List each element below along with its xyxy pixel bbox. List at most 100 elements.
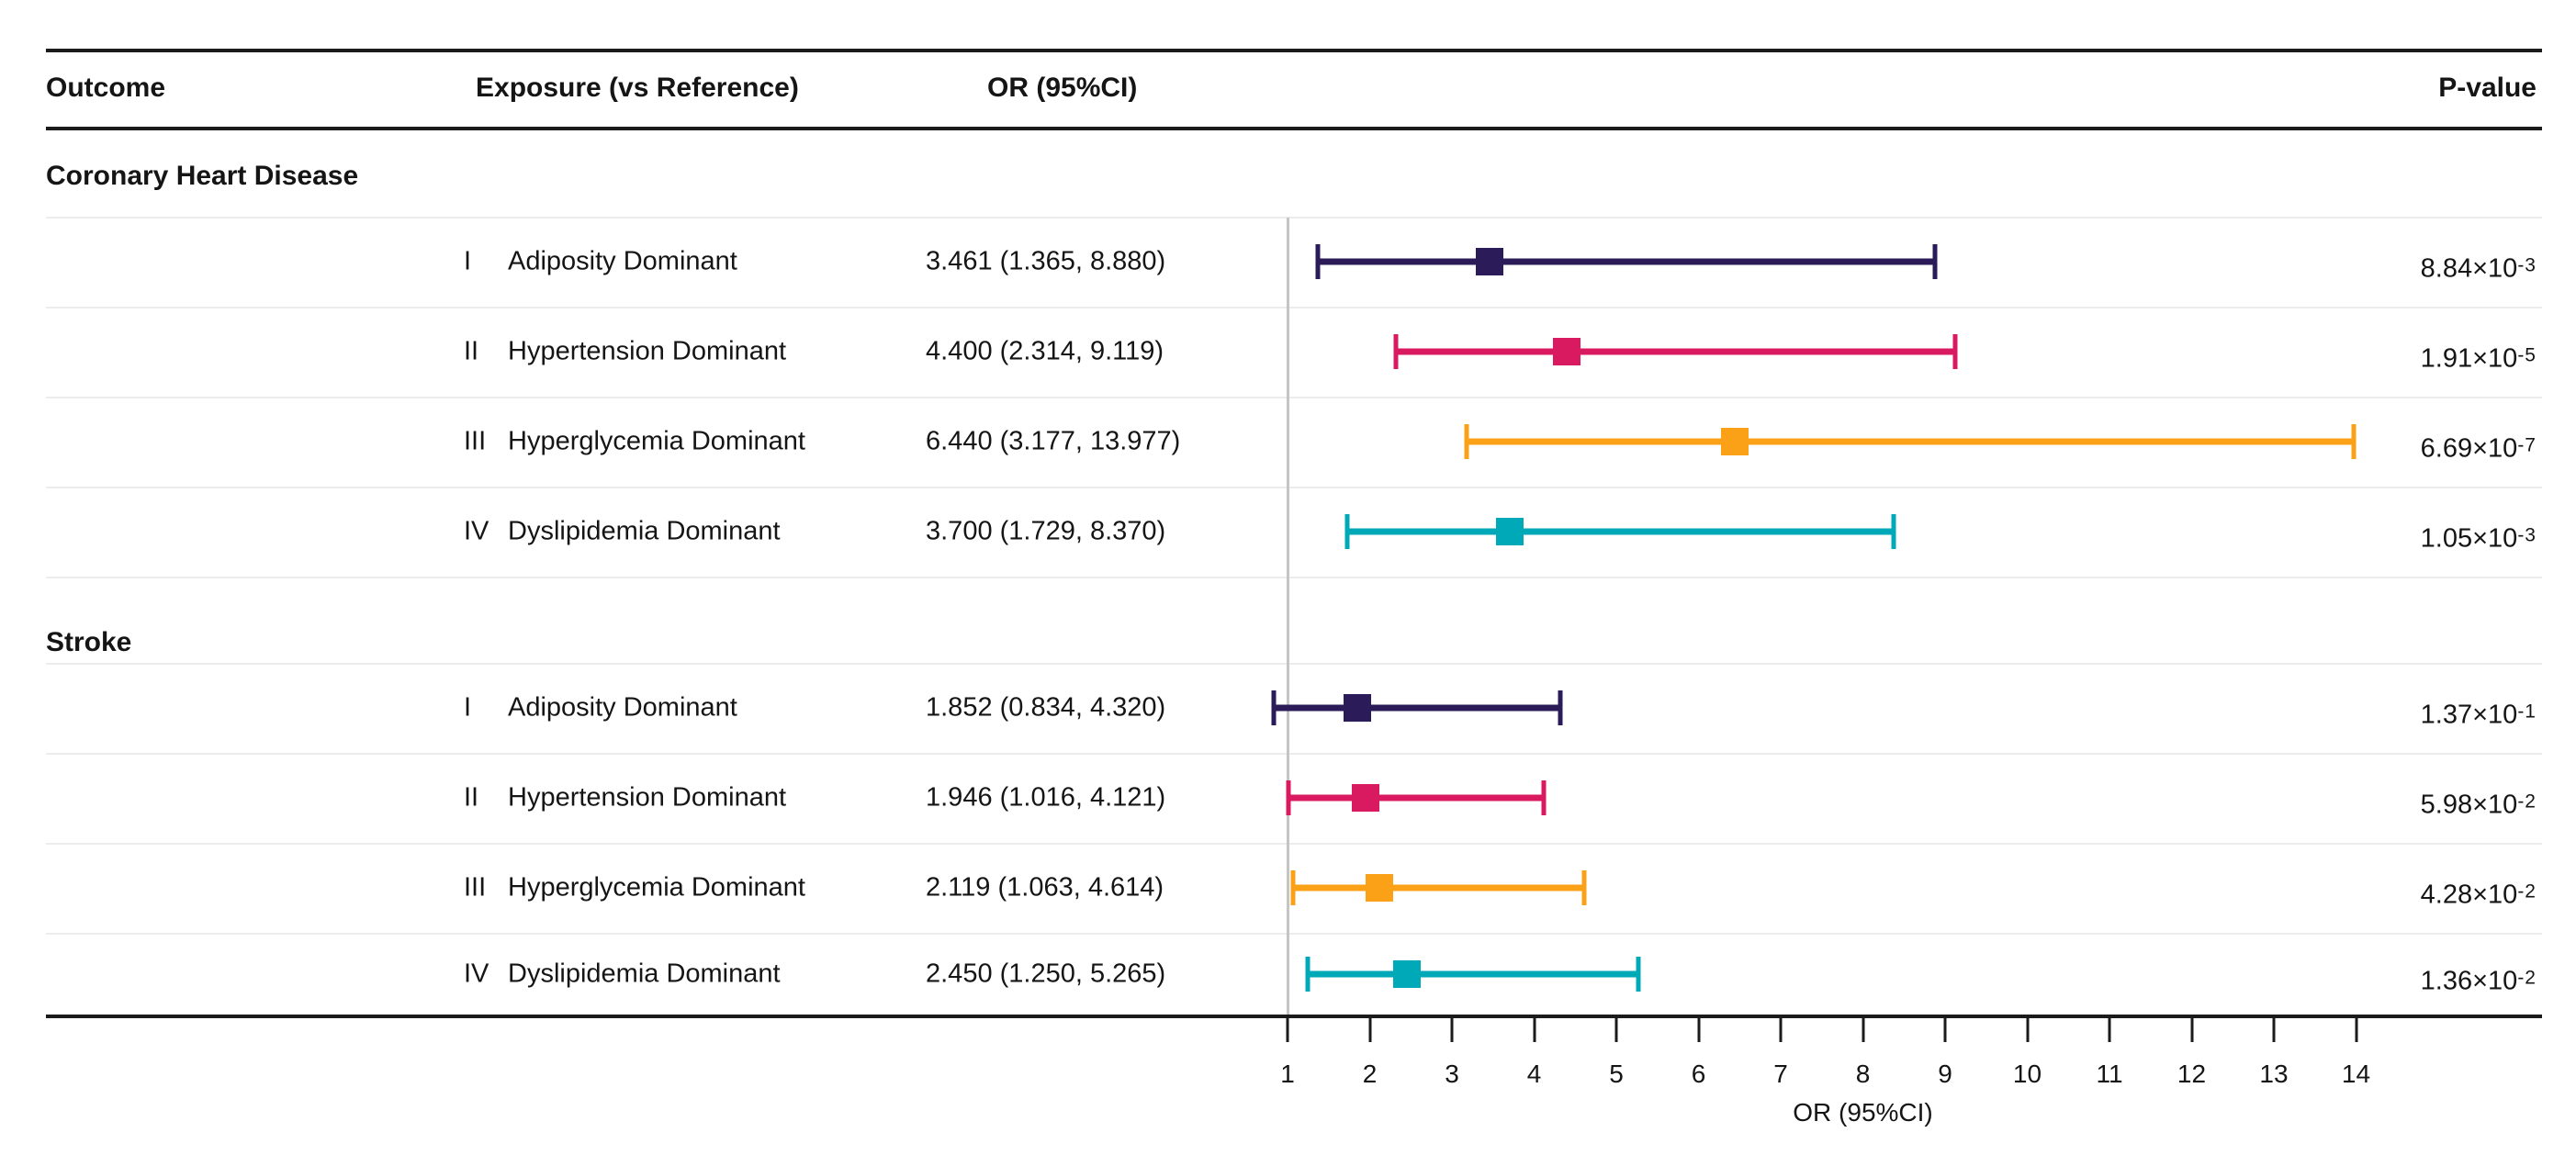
row-p-value: 1.05×10-3 <box>2420 523 2537 554</box>
row-exposure-numeral: I <box>464 692 472 723</box>
row-exposure-name: Adiposity Dominant <box>508 692 737 723</box>
row-or-ci-label: 1.852 (0.834, 4.320) <box>926 692 1166 723</box>
or-point-marker <box>1476 248 1504 275</box>
p-value-exponent: -3 <box>2517 254 2537 276</box>
row-exposure-numeral: I <box>464 246 472 276</box>
ci-upper-cap <box>1636 957 1641 992</box>
ci-whisker-line <box>1466 438 2355 445</box>
row-or-ci-label: 6.440 (3.177, 13.977) <box>926 426 1181 456</box>
row-p-value: 4.28×10-2 <box>2420 880 2537 910</box>
ci-upper-cap <box>1932 244 1938 279</box>
row-exposure-name: Hyperglycemia Dominant <box>508 426 805 456</box>
x-axis-tick <box>2026 1018 2029 1042</box>
row-exposure-numeral: IV <box>464 959 489 989</box>
ci-upper-cap <box>1581 870 1587 905</box>
x-axis-tick <box>1614 1018 1618 1042</box>
x-axis-tick <box>1368 1018 1371 1042</box>
ci-lower-cap <box>1393 334 1399 369</box>
or-point-marker <box>1344 694 1372 722</box>
row-exposure-numeral: IV <box>464 516 489 546</box>
or-point-marker <box>1392 960 1421 988</box>
row-exposure-numeral: II <box>464 336 479 366</box>
row-separator <box>46 217 2542 219</box>
ci-lower-cap <box>1315 244 1321 279</box>
reference-line-or1 <box>1287 218 1289 1015</box>
ci-whisker-line <box>1308 970 1638 978</box>
x-axis-tick <box>2272 1018 2276 1042</box>
row-separator <box>46 487 2542 488</box>
row-p-value: 5.98×10-2 <box>2420 790 2537 820</box>
p-value-exponent: -1 <box>2517 701 2537 723</box>
row-or-ci-label: 3.700 (1.729, 8.370) <box>926 516 1166 546</box>
x-axis-tick-label: 1 <box>1280 1060 1295 1088</box>
row-p-value: 8.84×10-3 <box>2420 253 2537 284</box>
ci-lower-cap <box>1464 424 1469 459</box>
row-exposure-name: Hypertension Dominant <box>508 782 787 813</box>
ci-whisker-line <box>1288 794 1545 802</box>
row-separator <box>46 397 2542 398</box>
row-exposure-name: Hypertension Dominant <box>508 336 787 366</box>
row-separator <box>46 307 2542 308</box>
column-header-or: OR (95%CI) <box>987 73 1138 103</box>
x-axis-tick-label: 13 <box>2259 1060 2289 1088</box>
column-header-pvalue: P-value <box>2438 73 2537 103</box>
row-exposure-numeral: III <box>464 426 487 456</box>
or-point-marker <box>1553 338 1581 365</box>
x-axis-tick-label: 9 <box>1938 1060 1952 1088</box>
column-header-outcome: Outcome <box>46 73 166 103</box>
x-axis-tick-label: 3 <box>1445 1060 1459 1088</box>
row-p-value: 1.37×10-1 <box>2420 700 2537 730</box>
row-or-ci-label: 2.119 (1.063, 4.614) <box>926 872 1164 903</box>
row-exposure-name: Adiposity Dominant <box>508 246 737 276</box>
p-value-exponent: -2 <box>2517 880 2537 903</box>
row-separator <box>46 577 2542 578</box>
x-axis-tick-label: 14 <box>2341 1060 2371 1088</box>
x-axis-title: OR (95%CI) <box>1793 1098 1933 1127</box>
ci-upper-cap <box>1558 690 1563 725</box>
ci-upper-cap <box>1891 514 1896 549</box>
x-axis-tick <box>2190 1018 2193 1042</box>
x-axis-tick-label: 2 <box>1362 1060 1378 1088</box>
x-axis-tick <box>2108 1018 2111 1042</box>
ci-lower-cap <box>1290 870 1296 905</box>
p-value-exponent: -2 <box>2517 791 2537 813</box>
p-value-exponent: -3 <box>2517 524 2537 546</box>
x-axis-tick-label: 12 <box>2177 1060 2207 1088</box>
x-axis-tick <box>1286 1018 1289 1042</box>
x-axis-tick-label: 5 <box>1609 1060 1624 1088</box>
table-top-border <box>46 49 2542 52</box>
section-label-stroke: Stroke <box>46 627 132 657</box>
row-or-ci-label: 2.450 (1.250, 5.265) <box>926 959 1166 989</box>
or-point-marker <box>1495 518 1524 545</box>
x-axis-tick-label: 6 <box>1691 1060 1706 1088</box>
row-separator <box>46 753 2542 755</box>
row-separator <box>46 843 2542 845</box>
x-axis-tick-label: 10 <box>2012 1060 2042 1088</box>
or-point-marker <box>1366 874 1394 902</box>
ci-upper-cap <box>1541 780 1547 815</box>
x-axis-tick <box>1779 1018 1783 1042</box>
ci-upper-cap <box>1952 334 1958 369</box>
row-p-value: 1.91×10-5 <box>2420 343 2537 374</box>
header-bottom-border <box>46 127 2542 130</box>
x-axis-tick-label: 8 <box>1855 1060 1871 1088</box>
ci-lower-cap <box>1286 780 1291 815</box>
p-value-exponent: -2 <box>2517 967 2537 989</box>
ci-whisker-line <box>1395 348 1955 355</box>
row-p-value: 6.69×10-7 <box>2420 433 2537 464</box>
or-point-marker <box>1720 428 1749 455</box>
x-axis-tick <box>1533 1018 1535 1042</box>
x-axis-tick-label: 7 <box>1773 1060 1788 1088</box>
row-exposure-numeral: II <box>464 782 479 813</box>
row-separator <box>46 663 2542 665</box>
x-axis-tick-label: 11 <box>2096 1060 2123 1088</box>
x-axis-tick <box>1697 1018 1700 1042</box>
section-label-chd: Coronary Heart Disease <box>46 161 359 191</box>
ci-lower-cap <box>1344 514 1350 549</box>
x-axis-tick-label: 4 <box>1526 1060 1542 1088</box>
row-exposure-name: Dyslipidemia Dominant <box>508 959 781 989</box>
row-or-ci-label: 3.461 (1.365, 8.880) <box>926 246 1166 276</box>
p-value-exponent: -5 <box>2517 344 2537 366</box>
or-point-marker <box>1351 784 1379 812</box>
